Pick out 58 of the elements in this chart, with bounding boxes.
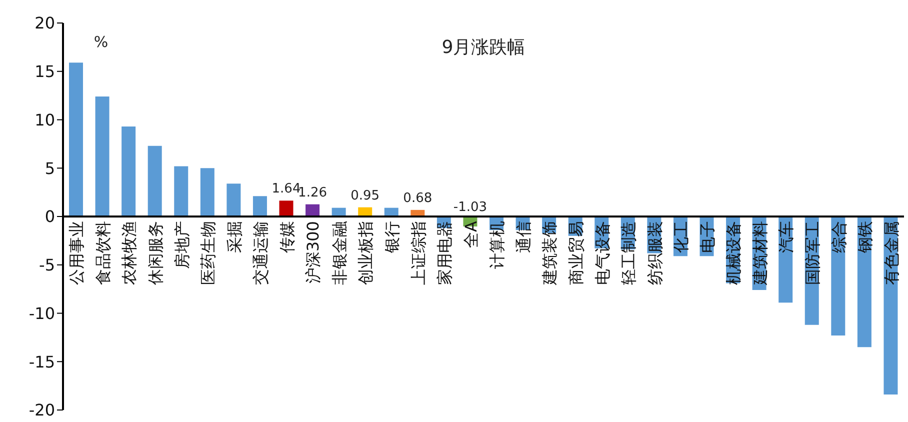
- y-tick-label: 15: [34, 62, 55, 82]
- data-label: -1.03: [453, 200, 488, 215]
- x-tick-label: 上证综指: [408, 221, 428, 285]
- y-tick-label: -10: [28, 304, 55, 323]
- x-tick-label: 休闲服务: [146, 221, 165, 285]
- y-tick-label: -15: [28, 352, 55, 372]
- y-tick-label: -5: [39, 256, 55, 275]
- bar: [226, 184, 241, 216]
- x-tick-label: 计算机: [488, 221, 507, 269]
- bar: [306, 204, 320, 216]
- y-tick-label: 20: [34, 14, 55, 33]
- x-tick-label: 电气设备: [592, 221, 612, 285]
- text: 9月涨跌幅: [442, 37, 526, 58]
- x-tick-label: 农林牧渔: [120, 221, 139, 285]
- x-tick-label: 创业板指: [356, 221, 376, 285]
- x-tick-label: 家用电器: [435, 221, 454, 285]
- x-tick-label: 医药生物: [198, 221, 218, 285]
- x-tick-label: 钢铁: [856, 221, 875, 254]
- bar: [148, 146, 162, 216]
- bar: [69, 62, 83, 216]
- x-tick-label: 非银金融: [330, 221, 349, 285]
- x-tick-label: 食品饮料: [93, 221, 112, 285]
- y-tick-label: 10: [34, 110, 55, 130]
- x-tick-label: 电子: [698, 221, 717, 253]
- data-label: 0.95: [350, 188, 380, 204]
- y-tick-label: 5: [44, 158, 55, 178]
- bar: [95, 96, 110, 216]
- bar: [122, 126, 136, 216]
- x-tick-label: 交通运输: [251, 221, 270, 285]
- x-tick-label: 建筑材料: [750, 221, 770, 286]
- x-tick-label: 全A: [461, 220, 480, 248]
- x-tick-label: 有色金属: [882, 221, 901, 285]
- x-tick-label: 化工: [672, 221, 691, 253]
- data-label: 1.26: [298, 185, 328, 200]
- y-axis-title: %: [94, 33, 108, 51]
- x-tick-label: 综合: [829, 221, 848, 253]
- x-tick-label: 公用事业: [67, 221, 86, 285]
- data-label: 0.68: [403, 190, 432, 206]
- x-tick-label: 商业贸易: [566, 221, 586, 285]
- bar: [174, 166, 188, 216]
- x-tick-label: 银行: [382, 221, 402, 254]
- x-tick-label: 国防军工: [803, 221, 822, 285]
- x-tick-label: 采掘: [224, 221, 244, 253]
- x-tick-label: 传媒: [277, 221, 296, 253]
- x-tick-label: 汽车: [776, 221, 796, 253]
- x-tick-label: 轻工制造: [619, 221, 638, 285]
- bar: [279, 200, 294, 216]
- x-tick-label: 建筑装饰: [540, 221, 560, 286]
- x-tick-label: 沪深300: [304, 221, 323, 284]
- x-tick-label: 房地产: [172, 221, 192, 269]
- data-label: 1.64: [272, 182, 301, 197]
- bar: [200, 168, 214, 216]
- x-tick-label: 机械设备: [724, 221, 744, 285]
- x-tick-label: 纺织服装: [645, 221, 664, 285]
- x-tick-label: 通信: [514, 221, 533, 253]
- bar: [252, 196, 267, 216]
- y-tick-label: 0: [44, 207, 55, 226]
- y-tick-label: -20: [28, 400, 55, 420]
